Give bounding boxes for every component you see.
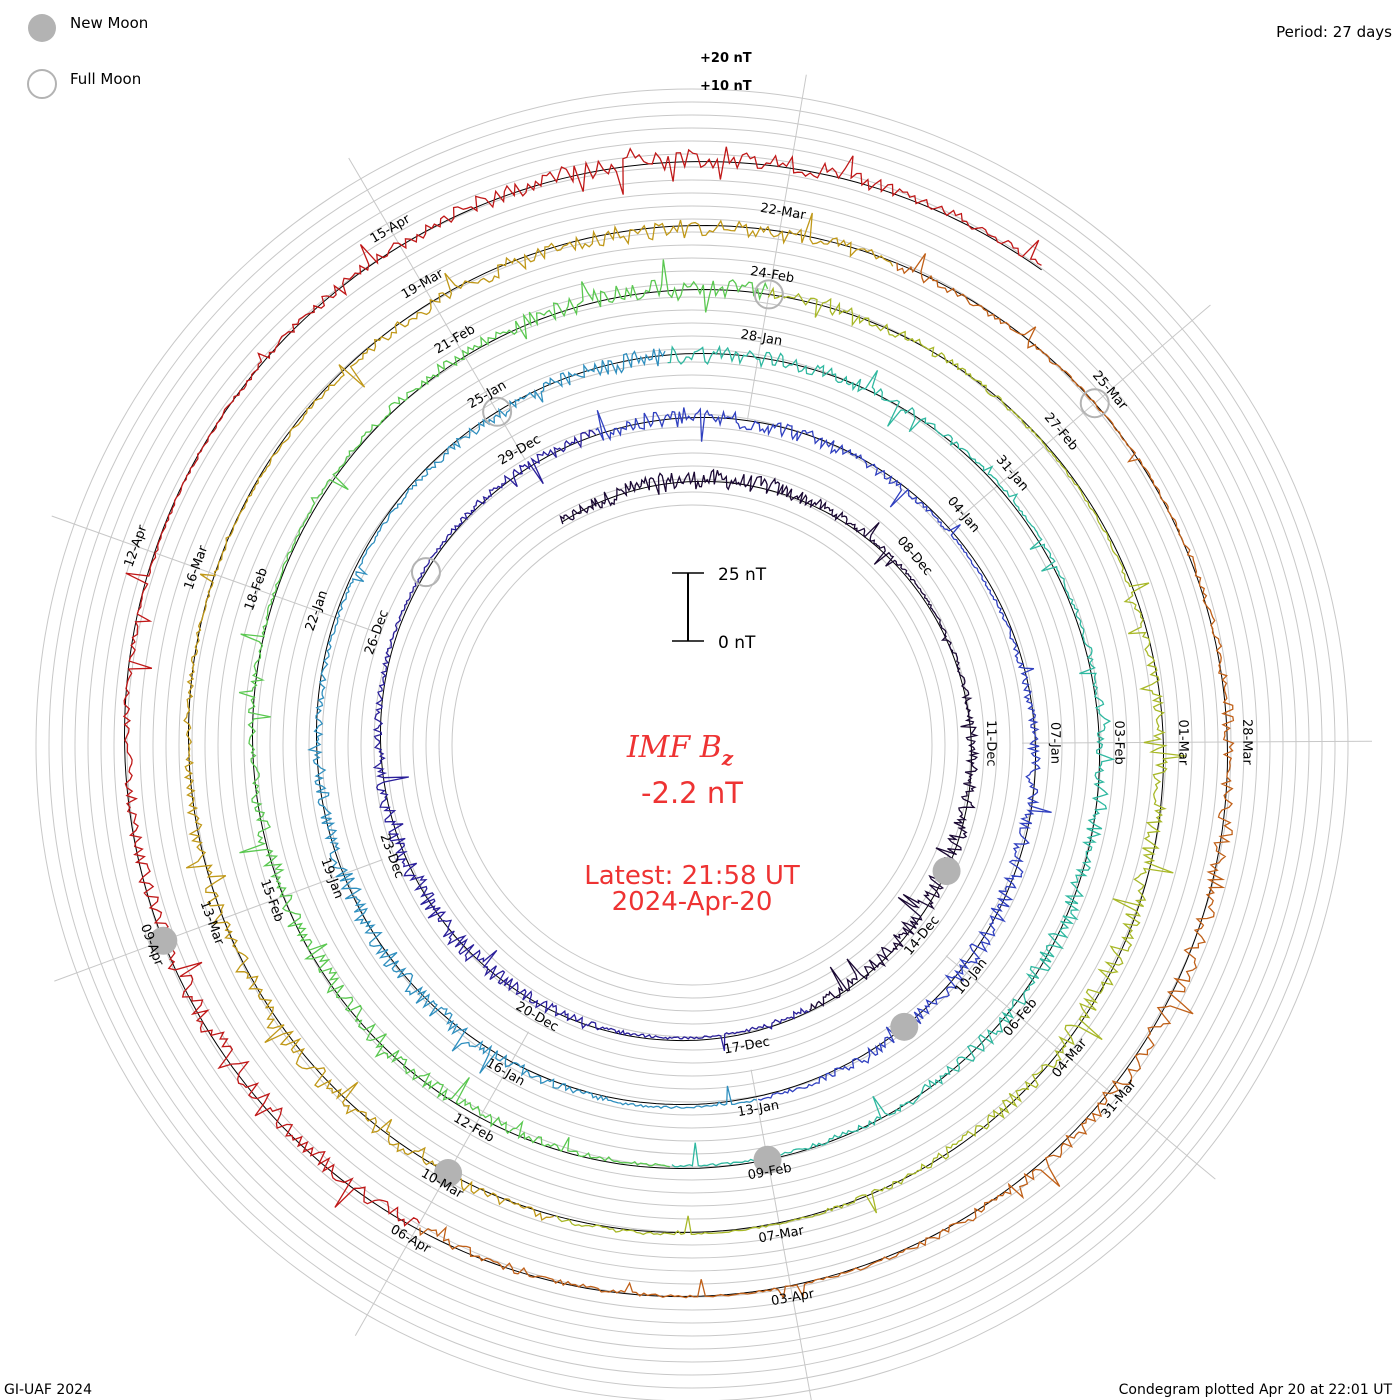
bz-trace-segment bbox=[667, 344, 1116, 1168]
grid-circle bbox=[35, 88, 1349, 1400]
new-moon-marker bbox=[932, 857, 961, 886]
date-label: 01-Mar bbox=[1175, 719, 1190, 765]
new-moon-icon bbox=[28, 14, 56, 42]
bz-trace-segment bbox=[372, 429, 810, 1052]
grid-circle bbox=[87, 140, 1297, 1350]
date-label: 28-Jan bbox=[739, 327, 783, 349]
scale-bar: 25 nT 0 nT bbox=[672, 565, 767, 653]
grid-circle bbox=[61, 114, 1323, 1376]
date-label: 15-Apr bbox=[368, 211, 414, 246]
full-moon-label: Full Moon bbox=[70, 70, 141, 88]
date-label: 28-Mar bbox=[1239, 719, 1254, 765]
grid-circle bbox=[321, 374, 1063, 1116]
new-moon-label: New Moon bbox=[70, 14, 148, 32]
grid-circle bbox=[282, 335, 1102, 1155]
grid-circle bbox=[386, 439, 998, 1051]
grid-circle bbox=[308, 361, 1076, 1129]
plotted-label: Condegram plotted Apr 20 at 22:01 UT bbox=[1119, 1382, 1393, 1398]
grid-spoke bbox=[750, 1069, 812, 1400]
date-label: 12-Feb bbox=[451, 1111, 497, 1146]
grid-circle bbox=[438, 491, 946, 999]
date-label: 13-Jan bbox=[736, 1098, 780, 1120]
grid-spoke bbox=[1021, 740, 1372, 744]
latest-date: 2024-Apr-20 bbox=[612, 887, 773, 917]
grid-circle bbox=[48, 101, 1336, 1389]
grid-circle bbox=[165, 218, 1219, 1272]
grid-spoke bbox=[348, 157, 526, 461]
date-label: 06-Apr bbox=[388, 1222, 434, 1257]
bz-trace-segment bbox=[419, 253, 1235, 1300]
new-moon-marker bbox=[890, 1012, 919, 1041]
bz-trace-segment bbox=[238, 259, 769, 1168]
scale-plus10-label: +10 nT bbox=[700, 79, 752, 94]
full-moon-marker bbox=[1079, 388, 1110, 419]
grid-circle bbox=[269, 322, 1115, 1168]
date-label: 24-Feb bbox=[749, 264, 795, 286]
date-label: 21-Feb bbox=[432, 322, 478, 357]
date-label: 03-Feb bbox=[1111, 720, 1126, 764]
grid-spoke bbox=[943, 304, 1211, 532]
grid-spoke bbox=[945, 955, 1216, 1180]
bz-trace-segment bbox=[559, 468, 980, 1011]
date-label: 15-Feb bbox=[257, 877, 286, 924]
bz-value: -2.2 nT bbox=[641, 776, 743, 810]
grid-circle bbox=[113, 166, 1271, 1324]
bz-trace-segment bbox=[555, 286, 1186, 1236]
date-label: 17-Dec bbox=[723, 1035, 771, 1058]
date-label: 09-Feb bbox=[747, 1161, 793, 1184]
grid-circle bbox=[139, 192, 1245, 1298]
imf-bz-series bbox=[122, 146, 1235, 1300]
date-label: 07-Jan bbox=[1047, 722, 1062, 764]
full-moon-marker bbox=[753, 279, 784, 310]
scale-bar-top-label: 25 nT bbox=[718, 565, 767, 585]
grid-circle bbox=[360, 413, 1024, 1077]
date-label: 25-Jan bbox=[465, 378, 509, 412]
bz-trace-segment bbox=[183, 212, 894, 1222]
full-moon-marker bbox=[410, 557, 441, 588]
grid-circle bbox=[373, 426, 1011, 1064]
grid-spoke bbox=[51, 515, 382, 635]
grid-circle bbox=[295, 348, 1089, 1142]
grid-circle bbox=[178, 231, 1206, 1259]
new-moon-marker bbox=[149, 926, 178, 955]
grid-circle bbox=[217, 270, 1167, 1220]
scale-plus20-label: +20 nT bbox=[700, 51, 752, 66]
date-label: 22-Mar bbox=[759, 201, 807, 224]
grid-circle bbox=[334, 387, 1050, 1103]
new-moon-marker bbox=[753, 1145, 782, 1174]
scale-bar-bottom-label: 0 nT bbox=[718, 633, 756, 653]
grid-circle bbox=[191, 244, 1193, 1246]
new-moon-marker bbox=[434, 1159, 463, 1188]
date-label: 11-Dec bbox=[983, 720, 998, 766]
grid-circle bbox=[256, 309, 1128, 1181]
moon-markers bbox=[149, 279, 1110, 1188]
full-moon-marker bbox=[482, 396, 513, 427]
date-label: 08-Dec bbox=[894, 534, 935, 579]
bz-trace-segment bbox=[122, 146, 1042, 1227]
grid-circle bbox=[100, 153, 1284, 1337]
full-moon-icon bbox=[27, 69, 57, 99]
grid-circle bbox=[243, 296, 1141, 1194]
latest-time: Latest: 21:58 UT bbox=[584, 861, 800, 891]
grid-spoke bbox=[746, 74, 807, 420]
center-title: IMF Bz bbox=[626, 730, 734, 770]
bz-trace-segment bbox=[307, 347, 757, 1109]
bz-trace-segment bbox=[595, 407, 1052, 1101]
date-label: 16-Mar bbox=[182, 543, 212, 592]
date-label: 22-Jan bbox=[303, 589, 331, 634]
credit-label: GI-UAF 2024 bbox=[4, 1382, 92, 1398]
grid-spoke bbox=[54, 859, 383, 982]
date-label: 12-Apr bbox=[122, 523, 151, 570]
grid-circle bbox=[74, 127, 1310, 1363]
period-label: Period: 27 days bbox=[1276, 23, 1392, 41]
angle-spokes bbox=[51, 74, 1372, 1400]
grid-circle bbox=[451, 504, 933, 986]
